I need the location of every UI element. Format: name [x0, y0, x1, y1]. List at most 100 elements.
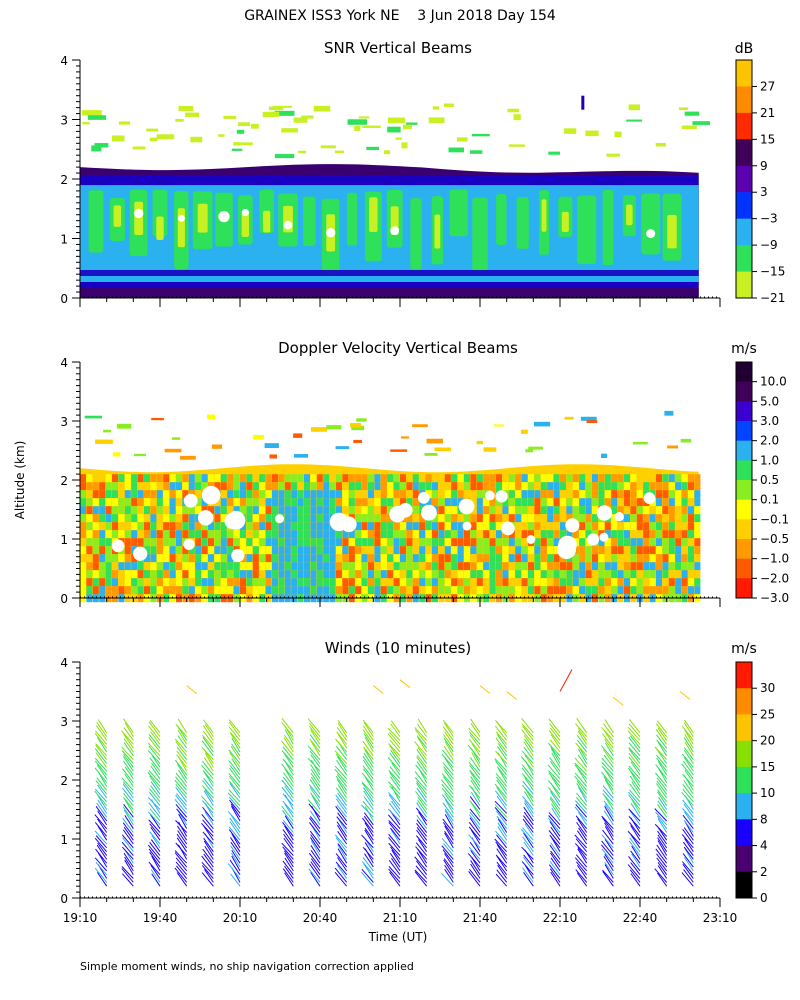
snr-field: [80, 95, 711, 298]
doppler-cell: [131, 474, 138, 483]
doppler-cell: [668, 586, 675, 595]
wind-barb: [496, 766, 508, 780]
doppler-cell: [208, 530, 214, 539]
doppler-cell: [521, 514, 528, 523]
wind-barb: [601, 840, 614, 856]
doppler-cell: [579, 514, 586, 523]
doppler-cell: [656, 522, 662, 531]
wind-barb: [467, 744, 481, 760]
doppler-cell: [240, 506, 246, 515]
wind-barb: [521, 846, 534, 860]
snr-upper-echo: [112, 135, 125, 142]
doppler-cell: [611, 578, 618, 587]
doppler-cell: [457, 538, 464, 547]
wind-barb: [176, 833, 188, 849]
doppler-upper-echo: [207, 414, 216, 420]
wind-barb: [122, 873, 134, 887]
doppler-cell: [400, 578, 406, 587]
doppler-cell: [425, 490, 432, 499]
snr-column: [602, 189, 614, 266]
wind-barb: [522, 818, 534, 833]
doppler-cell: [681, 498, 688, 507]
doppler-cell: [406, 474, 413, 483]
wind-barb: [468, 868, 481, 883]
doppler-cell: [233, 578, 240, 587]
doppler-cell: [259, 498, 266, 507]
doppler-cell: [240, 482, 246, 491]
wind-barb: [364, 827, 374, 841]
wind-barb: [576, 861, 588, 876]
doppler-cell: [604, 562, 611, 571]
doppler-cell: [668, 570, 675, 579]
doppler-cell: [80, 586, 86, 595]
doppler-cell: [432, 546, 438, 555]
wind-barb: [309, 750, 321, 764]
doppler-cell: [246, 554, 253, 563]
wind-barb: [201, 814, 214, 829]
doppler-cell: [630, 490, 637, 499]
wind-barb: [551, 803, 561, 818]
doppler-cell: [572, 554, 579, 563]
x-tick-label: 20:10: [223, 911, 258, 925]
snr-upper-echo: [443, 103, 454, 107]
wind-barb: [202, 800, 214, 814]
doppler-cell: [278, 498, 285, 507]
doppler-cell: [220, 578, 227, 587]
wind-barb: [601, 834, 614, 849]
wind-barb: [497, 818, 508, 833]
doppler-cell: [508, 482, 515, 491]
doppler-cell: [656, 482, 662, 491]
wind-barb: [310, 861, 321, 875]
wind-barb: [683, 827, 694, 841]
doppler-cell: [393, 562, 400, 571]
doppler-cell: [131, 562, 138, 571]
doppler-cell: [227, 498, 234, 507]
wind-barb: [148, 721, 161, 737]
wind-barb: [495, 737, 508, 753]
doppler-colorbar-unit: m/s: [731, 341, 757, 357]
doppler-cell: [675, 490, 682, 499]
wind-barb: [628, 765, 641, 780]
doppler-cell: [508, 554, 515, 563]
wind-barb: [334, 750, 348, 764]
wind-barb: [522, 836, 534, 852]
doppler-cell: [92, 554, 99, 563]
doppler-cell: [400, 522, 406, 531]
wind-barb: [550, 842, 561, 856]
wind-barb: [337, 830, 348, 845]
wind-barb: [656, 754, 668, 768]
doppler-cell: [656, 538, 662, 547]
footnote: Simple moment winds, no ship navigation …: [80, 960, 414, 973]
wind-barb: [684, 741, 694, 757]
doppler-cell: [176, 498, 182, 507]
wind-barb: [176, 793, 188, 806]
doppler-cell: [694, 506, 701, 515]
doppler-cell: [310, 514, 317, 523]
wind-barb: [362, 729, 374, 745]
doppler-cell: [688, 490, 694, 499]
wind-barb: [176, 872, 188, 887]
wind-barb: [363, 863, 374, 879]
doppler-cell: [156, 570, 163, 579]
wind-barb: [178, 769, 188, 783]
wind-barb: [364, 853, 374, 868]
doppler-cell: [380, 474, 387, 483]
doppler-cell: [406, 530, 413, 539]
doppler-cell: [188, 562, 195, 571]
wind-barb: [176, 754, 188, 768]
doppler-cell: [355, 522, 362, 531]
wind-barb: [601, 757, 614, 772]
doppler-cell: [464, 538, 470, 547]
wind-barb: [149, 757, 161, 772]
wind-barb: [388, 868, 401, 883]
wind-barb: [444, 853, 454, 868]
doppler-cell: [182, 562, 189, 571]
doppler-cell: [80, 530, 86, 539]
doppler-cell: [131, 498, 138, 507]
doppler-cell: [617, 570, 624, 579]
y-axis-label: Altitude (km): [13, 441, 27, 520]
wind-barb: [521, 729, 534, 745]
wind-barb: [547, 817, 561, 833]
wind-barb: [361, 772, 374, 787]
wind-barb: [309, 734, 321, 749]
